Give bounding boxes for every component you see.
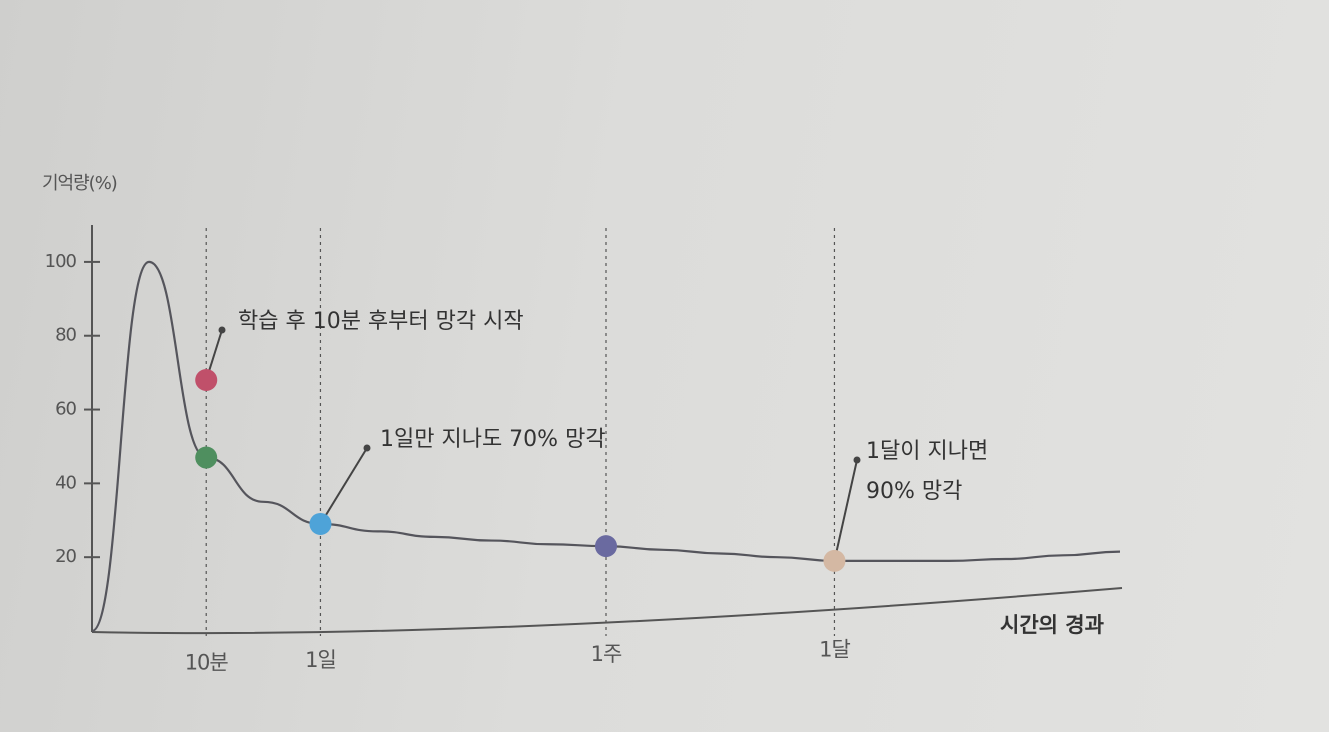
y-tick-label: 20 (55, 546, 76, 567)
annotation: 90% 망각 (866, 479, 962, 504)
annotation: 학습 후 10분 후부터 망각 시작 (238, 309, 524, 334)
leader-dot (218, 326, 226, 334)
x-tick-label: 1주 (591, 642, 622, 666)
data-point (823, 549, 846, 572)
x-tick-label: 1일 (305, 648, 336, 672)
y-tick-label: 80 (55, 325, 76, 346)
x-tick-label: 1달 (819, 637, 850, 661)
leader-dot (853, 456, 861, 464)
leader-line (833, 459, 858, 562)
y-tick-label: 60 (55, 399, 76, 420)
data-point (309, 512, 332, 535)
leader-dot (363, 444, 371, 452)
x-tick-label: 10분 (185, 651, 229, 675)
data-point (195, 446, 218, 469)
curve (91, 260, 1121, 633)
annotation: 1일만 지나도 70% 망각 (380, 427, 606, 452)
leader-line (319, 447, 368, 525)
y-tick-label: 100 (45, 251, 77, 272)
x-axis (91, 587, 1123, 635)
x-axis-label: 시간의 경과 (1000, 613, 1104, 637)
data-point (595, 535, 617, 558)
y-axis-label: 기억량(%) (42, 173, 117, 194)
data-point (195, 369, 218, 392)
annotation: 1달이 지나면 (866, 439, 988, 464)
y-tick-label: 40 (55, 472, 76, 493)
